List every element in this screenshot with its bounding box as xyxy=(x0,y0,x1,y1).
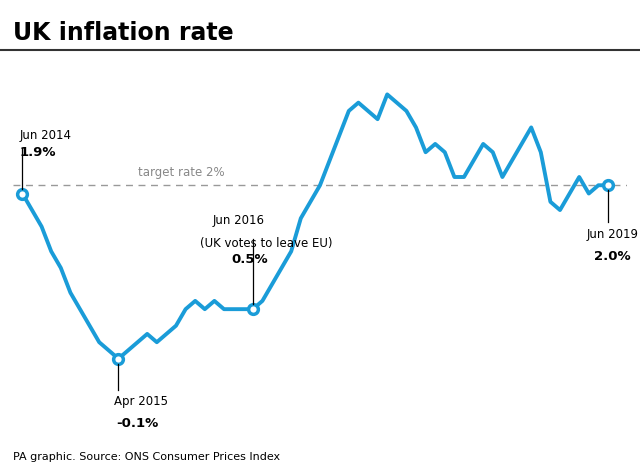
Text: Apr 2015: Apr 2015 xyxy=(114,395,168,408)
Text: Jun 2016: Jun 2016 xyxy=(212,213,264,227)
Text: PA graphic. Source: ONS Consumer Prices Index: PA graphic. Source: ONS Consumer Prices … xyxy=(13,452,280,462)
Text: 1.9%: 1.9% xyxy=(20,145,56,159)
Text: (UK votes to leave EU): (UK votes to leave EU) xyxy=(200,236,333,250)
Text: UK inflation rate: UK inflation rate xyxy=(13,21,234,45)
Text: 0.5%: 0.5% xyxy=(232,253,268,266)
Text: target rate 2%: target rate 2% xyxy=(138,167,224,179)
Text: Jun 2019: Jun 2019 xyxy=(587,228,639,241)
Text: Jun 2014: Jun 2014 xyxy=(20,129,72,143)
Text: 2.0%: 2.0% xyxy=(594,250,630,263)
Text: -0.1%: -0.1% xyxy=(116,416,159,430)
